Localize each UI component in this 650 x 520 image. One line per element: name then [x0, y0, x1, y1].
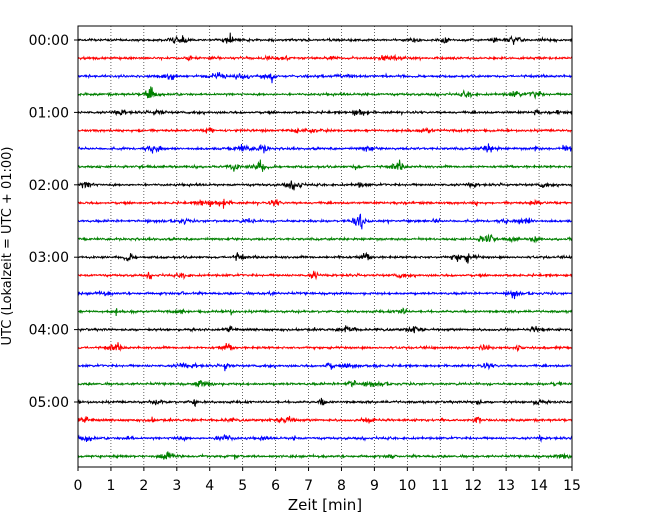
y-tick-label: 01:00 — [29, 105, 69, 121]
seismic-trace — [77, 86, 572, 100]
seismic-trace — [77, 143, 573, 154]
seismic-trace — [77, 325, 573, 334]
seismic-trace — [77, 289, 573, 300]
seismic-trace — [77, 361, 573, 372]
y-tick-label: 05:00 — [29, 395, 69, 411]
y-axis-label: UTC (Lokalzeit = UTC + 01:00) — [0, 147, 15, 346]
x-axis-ticks: 0 1 2 3 4 5 6 7 8 9 10 11 12 13 14 15 — [74, 467, 581, 494]
y-tick-label: 00:00 — [29, 33, 69, 49]
x-tick-label: 8 — [337, 478, 346, 494]
plot-frame — [77, 25, 573, 468]
x-tick-label: 7 — [304, 478, 313, 494]
x-tick-label: 10 — [398, 478, 416, 494]
seismic-trace — [77, 451, 573, 460]
seismic-trace — [77, 159, 573, 172]
y-tick-label: 03:00 — [29, 250, 69, 266]
x-tick-label: 3 — [172, 478, 181, 494]
x-tick-label: 12 — [464, 478, 482, 494]
x-tick-label: 14 — [530, 478, 548, 494]
seismic-trace — [77, 72, 573, 84]
x-tick-label: 2 — [139, 478, 148, 494]
seismic-trace — [77, 433, 573, 443]
seismic-trace — [77, 32, 573, 45]
x-tick-label: 0 — [74, 478, 83, 494]
x-tick-label: 1 — [106, 478, 115, 494]
seismic-trace — [77, 251, 573, 264]
seismic-trace — [77, 342, 573, 353]
seismic-traces — [77, 32, 573, 460]
seismic-trace — [77, 397, 573, 408]
seismic-trace — [77, 415, 573, 424]
x-tick-label: 4 — [205, 478, 214, 494]
seismic-trace — [77, 379, 573, 388]
x-tick-label: 6 — [271, 478, 280, 494]
seismic-trace — [77, 53, 573, 62]
x-tick-label: 9 — [370, 478, 379, 494]
y-tick-label: 04:00 — [29, 323, 69, 339]
seismic-trace — [77, 233, 573, 244]
x-axis-label: Zeit [min] — [288, 496, 362, 514]
x-tick-label: 13 — [497, 478, 515, 494]
y-tick-label: 02:00 — [29, 178, 69, 194]
x-tick-label: 11 — [431, 478, 449, 494]
seismic-trace — [77, 270, 573, 281]
seismic-trace — [77, 198, 573, 209]
seismic-trace — [77, 126, 573, 134]
seismic-trace — [77, 180, 573, 191]
x-tick-label: 15 — [563, 478, 581, 494]
seismic-trace — [77, 213, 573, 230]
seismic-trace — [77, 307, 573, 316]
seismic-trace — [77, 108, 573, 117]
y-axis-ticks: 00:00 01:00 02:00 03:00 04:00 05:00 — [29, 33, 78, 411]
x-tick-label: 5 — [238, 478, 247, 494]
